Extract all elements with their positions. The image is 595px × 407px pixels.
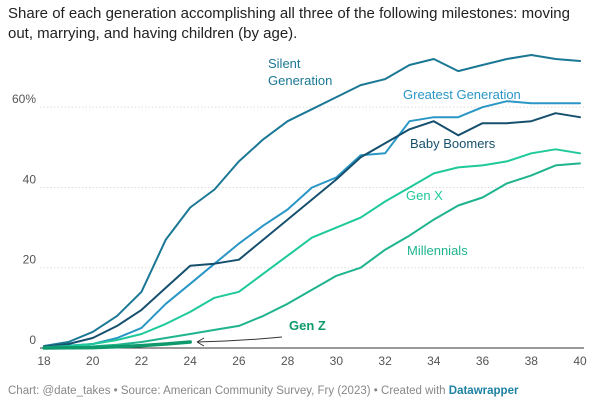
series-line-silent-generation <box>43 54 581 347</box>
chart-source: Source: American Community Survey, Fry (… <box>120 385 371 397</box>
x-tick-label: 20 <box>86 354 100 368</box>
series-lines <box>42 54 581 350</box>
y-tick-label: 20 <box>23 253 37 267</box>
separator: • <box>373 385 382 397</box>
y-tick-label: 0 <box>29 333 36 347</box>
x-tick-label: 38 <box>525 354 539 368</box>
annotation-arrow-head <box>196 337 205 347</box>
x-tick-label: 28 <box>281 354 295 368</box>
series-label-silent-generation: Generation <box>268 73 332 88</box>
x-tick-label: 36 <box>476 354 490 368</box>
x-tick-label: 32 <box>378 354 392 368</box>
x-tick-label: 30 <box>330 354 344 368</box>
datawrapper-link[interactable]: Datawrapper <box>448 385 519 397</box>
series-line-gen-z <box>42 340 192 350</box>
series-label-greatest-generation: Greatest Generation <box>403 87 521 102</box>
x-tick-label: 18 <box>37 354 51 368</box>
y-tick-label: 60% <box>12 92 36 106</box>
y-tick-label: 40 <box>23 172 37 186</box>
series-labels: Silent Generation Greatest Generation Baby … <box>268 56 521 333</box>
y-axis: 0 20 40 60% <box>12 92 36 347</box>
chart-title: Share of each generation accomplishing a… <box>8 5 570 42</box>
chart-credit: Chart: @date_takes <box>8 385 111 397</box>
x-tick-label: 26 <box>232 354 246 368</box>
series-label-millennials: Millennials <box>407 243 468 258</box>
series-label-gen-z: Gen Z <box>289 318 326 333</box>
x-tick-label: 24 <box>184 354 198 368</box>
series-line-greatest-generation <box>43 100 581 348</box>
x-tick-label: 40 <box>573 354 587 368</box>
separator: • <box>113 385 121 397</box>
line-chart: 0 20 40 60% 18 20 22 24 26 28 30 32 34 36 38 40 Silent… <box>12 54 587 368</box>
series-line-baby-boomers <box>43 112 581 348</box>
x-tick-label: 22 <box>135 354 149 368</box>
series-label-gen-x: Gen X <box>406 188 443 203</box>
created-with: Created with <box>381 385 446 397</box>
chart-footer: Chart: @date_takes • Source: American Co… <box>8 385 518 397</box>
series-line-millennials <box>43 162 581 349</box>
x-axis: 18 20 22 24 26 28 30 32 34 36 38 40 <box>37 354 587 368</box>
grid-lines <box>40 106 584 349</box>
x-tick-label: 34 <box>427 354 441 368</box>
series-label-baby-boomers: Baby Boomers <box>410 136 496 151</box>
gen-z-annotation-arrow <box>196 336 283 347</box>
annotation-arrow-line <box>196 336 283 343</box>
series-line-gen-x <box>43 148 581 349</box>
series-label-silent-generation: Silent <box>268 56 301 71</box>
